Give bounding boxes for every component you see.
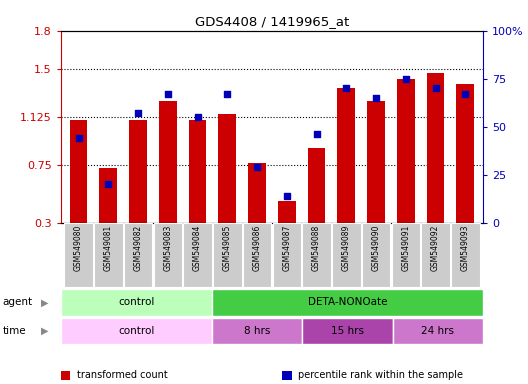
- Bar: [451, 223, 479, 287]
- Bar: [278, 201, 296, 223]
- Point: [164, 91, 172, 97]
- Text: transformed count: transformed count: [77, 370, 167, 381]
- Bar: [243, 223, 271, 287]
- Bar: [212, 318, 302, 344]
- Point: [372, 95, 380, 101]
- Bar: [159, 101, 177, 223]
- Text: GSM549082: GSM549082: [134, 225, 143, 271]
- Bar: [393, 318, 483, 344]
- Point: [431, 85, 440, 91]
- Text: 24 hrs: 24 hrs: [421, 326, 455, 336]
- Point: [402, 76, 410, 82]
- Text: GSM549091: GSM549091: [401, 225, 410, 271]
- Text: GSM549081: GSM549081: [104, 225, 113, 271]
- Bar: [124, 223, 153, 287]
- Point: [461, 91, 469, 97]
- Point: [134, 110, 142, 116]
- Point: [223, 91, 231, 97]
- Title: GDS4408 / 1419965_at: GDS4408 / 1419965_at: [195, 15, 349, 28]
- Text: GSM549084: GSM549084: [193, 225, 202, 271]
- Bar: [70, 120, 88, 223]
- Point: [253, 164, 261, 170]
- Bar: [302, 223, 331, 287]
- Bar: [308, 149, 325, 223]
- Text: GSM549093: GSM549093: [461, 225, 470, 271]
- Text: GSM549080: GSM549080: [74, 225, 83, 271]
- Text: GSM549092: GSM549092: [431, 225, 440, 271]
- Bar: [456, 84, 474, 223]
- Bar: [129, 120, 147, 223]
- Text: GSM549090: GSM549090: [372, 225, 381, 271]
- Bar: [183, 223, 212, 287]
- Bar: [188, 120, 206, 223]
- Point: [342, 85, 351, 91]
- Point: [282, 193, 291, 199]
- Text: GSM549083: GSM549083: [163, 225, 172, 271]
- Text: control: control: [118, 326, 154, 336]
- Text: GSM549085: GSM549085: [223, 225, 232, 271]
- Text: agent: agent: [3, 297, 33, 308]
- Text: GSM549086: GSM549086: [252, 225, 261, 271]
- Bar: [397, 79, 414, 223]
- Point: [104, 181, 112, 187]
- Bar: [302, 318, 393, 344]
- Text: DETA-NONOate: DETA-NONOate: [308, 297, 387, 308]
- Bar: [337, 88, 355, 223]
- Bar: [154, 223, 182, 287]
- Bar: [94, 223, 122, 287]
- Bar: [248, 162, 266, 223]
- Text: time: time: [3, 326, 26, 336]
- Text: percentile rank within the sample: percentile rank within the sample: [298, 370, 464, 381]
- Bar: [99, 168, 117, 223]
- Bar: [213, 223, 242, 287]
- Bar: [61, 318, 212, 344]
- Text: GSM549088: GSM549088: [312, 225, 321, 271]
- Text: ▶: ▶: [41, 326, 49, 336]
- Text: ▶: ▶: [41, 297, 49, 308]
- Bar: [219, 114, 236, 223]
- Text: 15 hrs: 15 hrs: [331, 326, 364, 336]
- Point: [193, 114, 202, 120]
- Text: 8 hrs: 8 hrs: [243, 326, 270, 336]
- Bar: [391, 223, 420, 287]
- Bar: [212, 289, 483, 316]
- Bar: [362, 223, 390, 287]
- Point: [313, 131, 321, 137]
- Text: control: control: [118, 297, 154, 308]
- Bar: [427, 73, 445, 223]
- Bar: [421, 223, 450, 287]
- Text: GSM549089: GSM549089: [342, 225, 351, 271]
- Text: GSM549087: GSM549087: [282, 225, 291, 271]
- Bar: [332, 223, 361, 287]
- Point: [74, 135, 83, 141]
- Bar: [61, 289, 212, 316]
- Bar: [367, 101, 385, 223]
- Bar: [64, 223, 93, 287]
- Bar: [272, 223, 301, 287]
